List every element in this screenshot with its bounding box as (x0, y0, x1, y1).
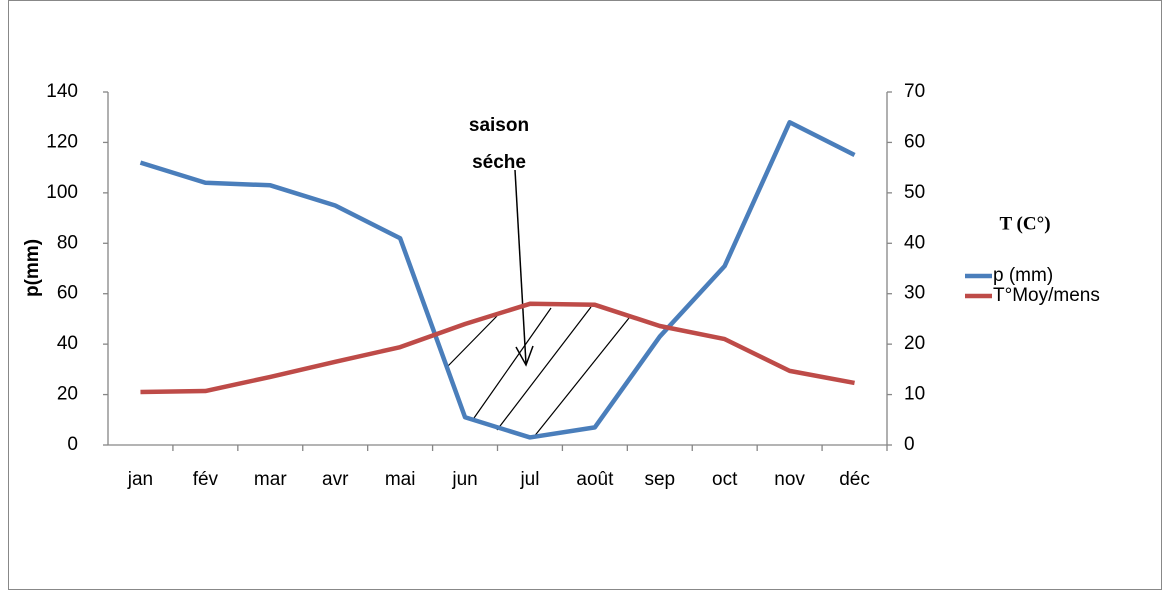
annotation: séche (472, 152, 526, 173)
series-line (140, 301, 855, 395)
y-axis-label: p(mm) (22, 239, 43, 297)
y-tick-label: 40 (57, 333, 78, 354)
x-tick-label: jul (519, 469, 539, 490)
y2-axis-label: T (C°) (999, 213, 1050, 234)
y-tick-label: 100 (46, 182, 78, 203)
y2-tick-label: 40 (904, 232, 925, 253)
x-tick-label: jun (451, 469, 477, 490)
x-tick-label: mai (385, 469, 416, 490)
x-tick-label: mar (254, 469, 287, 490)
x-tick-label: août (576, 469, 614, 490)
x-tick-label: fév (193, 469, 219, 490)
annotation: saison (469, 115, 529, 136)
y2-tick-label: 60 (904, 131, 925, 152)
y-tick-label: 120 (46, 131, 78, 152)
y2-tick-label: 10 (904, 384, 925, 405)
legend-label: T°Moy/mens (993, 285, 1100, 306)
annotation-arrow (514, 169, 534, 367)
x-tick-label: avr (322, 469, 349, 490)
y2-tick-label: 50 (904, 182, 925, 203)
x-tick-label: déc (839, 469, 870, 490)
y-tick-label: 20 (57, 384, 78, 405)
y-tick-label: 140 (46, 81, 78, 102)
hatching (447, 306, 630, 439)
series-line (139, 120, 856, 440)
y2-tick-label: 30 (904, 283, 925, 304)
x-tick-label: nov (774, 469, 805, 490)
y-tick-label: 60 (57, 283, 78, 304)
legend-label: p (mm) (993, 265, 1053, 286)
x-tick-label: sep (644, 469, 675, 490)
y2-tick-label: 0 (904, 434, 915, 455)
y-tick-label: 80 (57, 232, 78, 253)
y2-tick-label: 70 (904, 81, 925, 102)
x-tick-label: oct (712, 469, 738, 490)
y-tick-label: 0 (67, 434, 78, 455)
x-tick-label: jan (127, 469, 153, 490)
y2-tick-label: 20 (904, 333, 925, 354)
